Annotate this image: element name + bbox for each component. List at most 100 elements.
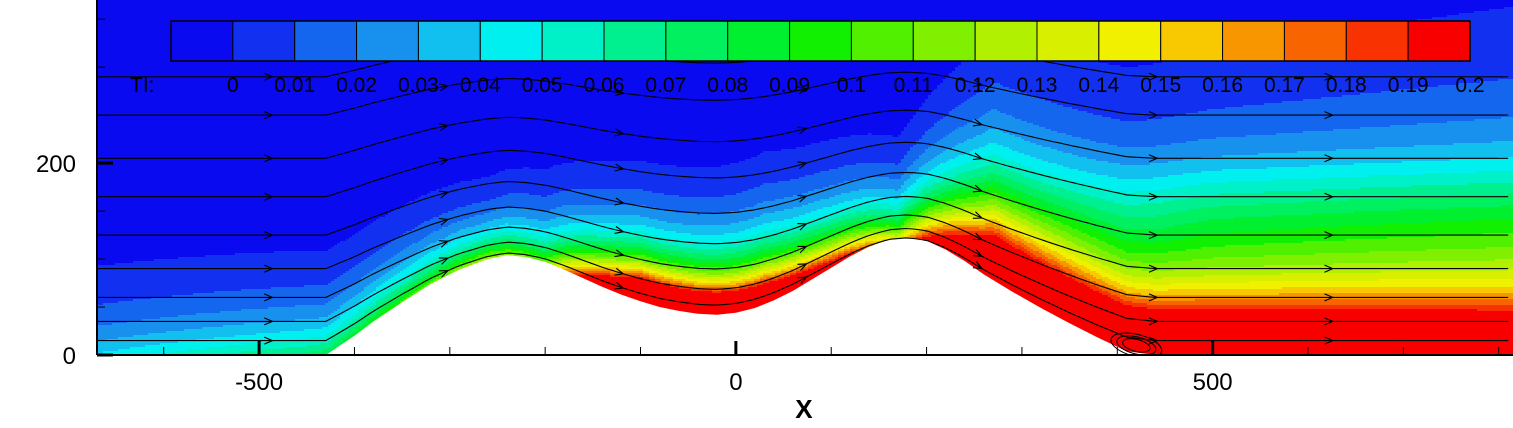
- contour-cell: [577, 243, 581, 249]
- contour-cell: [397, 263, 401, 273]
- contour-cell: [397, 235, 401, 253]
- contour-cell: [745, 159, 749, 191]
- contour-cell: [529, 245, 533, 251]
- contour-cell: [799, 245, 803, 251]
- contour-cell: [226, 255, 230, 291]
- contour-cell: [733, 231, 737, 241]
- contour-cell: [301, 285, 305, 305]
- contour-cell: [157, 317, 161, 333]
- contour-cell: [571, 247, 575, 253]
- contour-cell: [400, 287, 404, 295]
- contour-cell: [622, 229, 626, 237]
- contour-cell: [346, 269, 350, 289]
- contour-cell: [790, 207, 794, 219]
- contour-cell: [211, 325, 215, 339]
- contour-cell: [388, 297, 392, 303]
- contour-cell: [727, 211, 731, 225]
- contour-cell: [1018, 171, 1022, 183]
- contour-cell: [283, 345, 287, 355]
- contour-cell: [1039, 97, 1043, 127]
- contour-cell: [781, 247, 785, 253]
- contour-cell: [526, 235, 530, 243]
- contour-cell: [322, 335, 326, 343]
- contour-cell: [1018, 41, 1022, 91]
- contour-cell: [1033, 195, 1037, 205]
- contour-cell: [385, 299, 389, 305]
- contour-cell: [652, 265, 656, 271]
- contour-cell: [388, 291, 392, 299]
- contour-cell: [1075, 201, 1079, 211]
- contour-cell: [1006, 145, 1010, 159]
- contour-cell: [688, 273, 692, 279]
- contour-cell: [853, 221, 857, 227]
- contour-cell: [1048, 183, 1052, 193]
- contour-cell: [955, 229, 959, 235]
- contour-cell: [580, 187, 584, 205]
- contour-cell: [718, 195, 722, 213]
- contour-cell: [847, 163, 851, 181]
- contour-cell: [247, 333, 251, 343]
- contour-cell: [991, 217, 995, 223]
- contour-cell: [745, 219, 749, 229]
- contour-cell: [736, 245, 740, 251]
- contour-cell: [595, 233, 599, 241]
- contour-cell: [517, 229, 521, 237]
- contour-cell: [1072, 217, 1076, 229]
- contour-cell: [1018, 235, 1022, 241]
- contour-cell: [646, 231, 650, 239]
- contour-cell: [934, 155, 938, 167]
- contour-cell: [1012, 233, 1016, 239]
- contour-cell: [412, 261, 416, 271]
- contour-cell: [958, 171, 962, 181]
- contour-cell: [805, 173, 809, 193]
- contour-cell: [517, 239, 521, 245]
- contour-cell: [799, 221, 803, 229]
- contour-cell: [817, 221, 821, 229]
- contour-cell: [490, 235, 494, 243]
- contour-cell: [616, 221, 620, 231]
- contour-cell: [319, 283, 323, 305]
- contour-cell: [274, 285, 278, 307]
- contour-cell: [517, 249, 521, 255]
- contour-cell: [415, 241, 419, 253]
- contour-cell: [1030, 237, 1034, 243]
- contour-cell: [1000, 165, 1004, 175]
- contour-cell: [886, 217, 890, 223]
- contour-cell: [1045, 49, 1049, 101]
- contour-cell: [493, 249, 497, 255]
- contour-cell: [532, 207, 536, 219]
- contour-cell: [601, 257, 605, 263]
- contour-cell: [883, 195, 887, 203]
- contour-cell: [673, 193, 677, 211]
- contour-cell: [196, 347, 200, 355]
- contour-cell: [745, 281, 749, 287]
- contour-cell: [151, 331, 155, 345]
- contour-cell: [1024, 175, 1028, 185]
- contour-cell: [1051, 217, 1055, 227]
- contour-cell: [715, 247, 719, 255]
- contour-cell: [382, 309, 386, 315]
- contour-cell: [1036, 229, 1040, 237]
- contour-cell: [481, 249, 485, 255]
- contour-cell: [343, 271, 347, 291]
- contour-cell: [409, 293, 413, 299]
- contour-cell: [391, 299, 395, 305]
- contour-cell: [658, 255, 662, 261]
- contour-cell: [937, 203, 941, 209]
- contour-cell: [451, 221, 455, 233]
- contour-cell: [679, 167, 683, 197]
- contour-cell: [424, 195, 428, 221]
- contour-cell: [1015, 233, 1019, 241]
- contour-cell: [958, 225, 962, 231]
- contour-cell: [1024, 43, 1028, 93]
- contour-cell: [775, 249, 779, 255]
- contour-cell: [718, 275, 722, 281]
- contour-cell: [895, 219, 899, 225]
- contour-cell: [811, 233, 815, 239]
- contour-cell: [508, 191, 512, 207]
- contour-cell: [856, 197, 860, 205]
- contour-cell: [907, 149, 911, 167]
- contour-cell: [718, 265, 722, 271]
- contour-cell: [466, 217, 470, 227]
- contour-cell: [289, 329, 293, 339]
